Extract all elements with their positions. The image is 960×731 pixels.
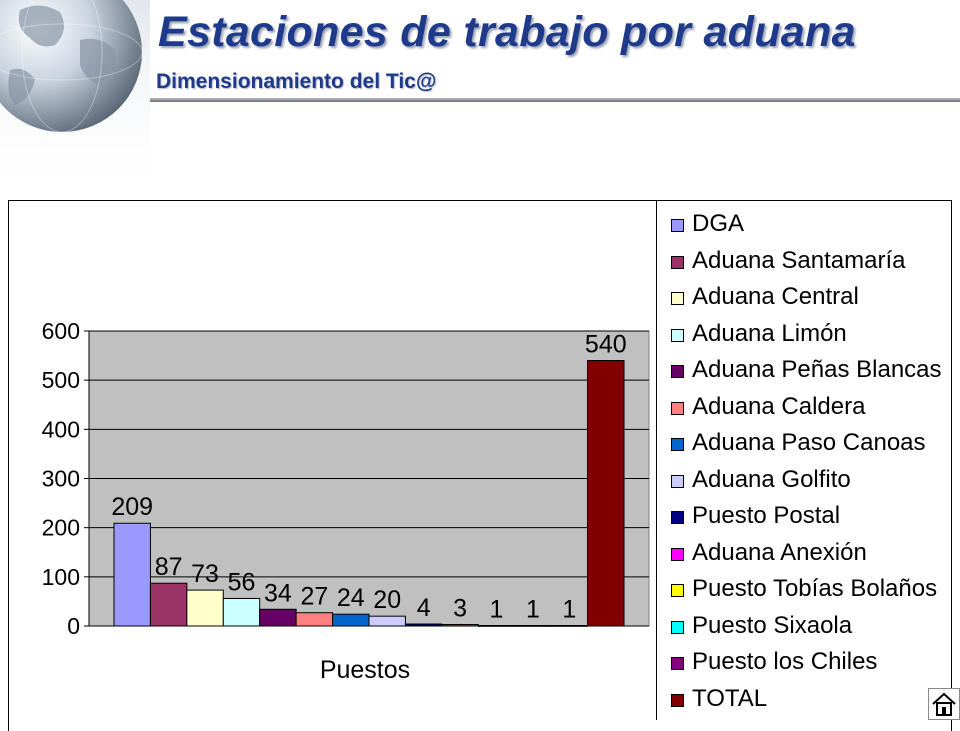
x-axis-title: Puestos [320,656,410,684]
legend-swatch [671,219,684,232]
bar [404,623,443,627]
y-tick-label: 400 [42,416,80,442]
y-tick-label: 600 [42,318,80,344]
data-label: 27 [300,583,328,611]
home-icon[interactable] [928,688,960,720]
y-tick-label: 0 [67,613,80,639]
legend-swatch [671,365,684,378]
y-tick-label: 300 [42,466,80,492]
legend-swatch [671,657,684,670]
bar [477,625,516,627]
data-label: 3 [453,595,467,623]
legend-swatch [671,401,684,415]
y-tick-label: 500 [42,367,80,393]
bar [295,612,334,627]
legend-swatch [671,620,684,634]
data-label: 73 [191,560,219,588]
chart-area: 0 100 200 300 400 500 600 209 87 73 56 34 27 24 20 4 3 1 1… [8,200,952,731]
legend-label: Aduana Caldera [692,392,866,420]
legend-swatch [671,474,684,488]
y-tick-label: 200 [42,515,80,541]
data-label: 24 [337,584,365,612]
data-label: 1 [490,596,504,624]
data-label: 1 [562,596,576,624]
legend-label: Aduana Central [692,283,859,310]
title-divider [150,98,960,102]
legend-label: Aduana Santamaría [692,246,906,274]
bar [222,597,261,627]
legend-swatch [671,255,684,269]
data-label: 34 [264,579,292,607]
legend-label: Puesto Postal [692,502,841,529]
data-label: 87 [155,553,183,581]
legend-swatch [671,547,684,561]
slide-title: Estaciones de trabajo por aduana [158,8,856,56]
legend-label: TOTAL [692,684,768,712]
bar [587,360,625,627]
legend-swatch [671,438,684,451]
legend-label: Puesto Tobías Bolaños [692,575,938,602]
legend-label: Aduana Anexión [692,538,867,566]
data-label: 1 [526,596,540,624]
bar [441,624,479,627]
bar [332,613,370,627]
data-label: 540 [585,331,627,359]
bar [186,589,224,627]
legend-label: Puesto los Chiles [692,648,878,675]
legend-label: Aduana Limón [692,319,847,347]
data-label: 4 [417,594,431,622]
legend-swatch [671,584,684,597]
legend-label: Aduana Peñas Blancas [692,356,942,383]
y-tick-label: 100 [42,564,80,590]
chart-legend: DGA Aduana Santamaría Aduana Central Aduana… [656,200,945,720]
bar [550,625,589,627]
bar [113,522,151,627]
data-label: 209 [111,493,153,521]
legend-swatch [671,292,684,305]
slide-subtitle: Dimensionamiento del Tic@ [156,70,437,93]
legend-swatch [671,693,684,707]
globe-icon [0,0,150,200]
bar [368,615,406,627]
legend-label: Aduana Paso Canoas [692,429,926,456]
legend-label: DGA [692,210,745,237]
data-label: 20 [373,586,401,614]
bar [149,582,188,627]
legend-swatch [671,511,684,524]
data-label: 56 [228,568,256,596]
legend-label: Aduana Golfito [692,465,851,493]
bar [514,625,552,627]
legend-swatch [671,328,684,342]
legend-label: Puesto Sixaola [692,611,853,639]
bar [259,608,297,627]
